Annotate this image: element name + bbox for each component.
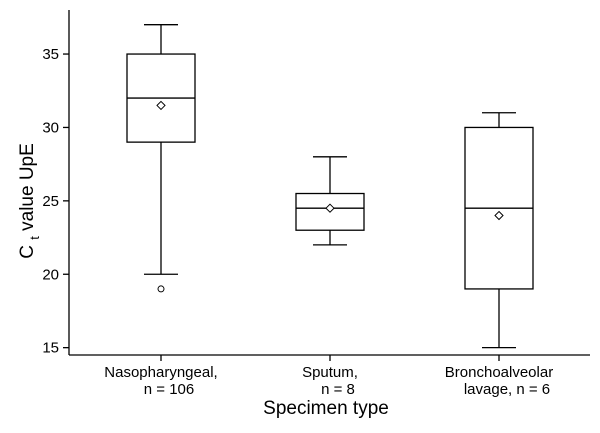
y-axis-label-main: C (17, 245, 38, 259)
x-tick-label: Nasopharyngeal, (104, 364, 217, 381)
y-axis-label: C t value UpE (17, 143, 44, 259)
y-tick-label: 30 (42, 119, 59, 136)
y-axis-label-subscript: t (27, 236, 42, 240)
x-tick-label: lavage, n = 6 (464, 381, 550, 398)
x-tick-label: Sputum, (302, 364, 358, 381)
y-tick-label: 25 (42, 193, 59, 210)
outlier-point (157, 285, 165, 293)
x-tick-label: Bronchoalveolar (445, 364, 553, 381)
x-tick-label: n = 8 (321, 381, 355, 398)
plot-area: 15 20 25 30 35 Nasopharyngeal,n = 106 Sputum,n… (42, 10, 590, 398)
box-iqr (295, 192, 365, 231)
y-tick-label: 20 (42, 266, 59, 283)
y-tick-label: 15 (42, 340, 59, 357)
y-tick-label: 35 (42, 46, 59, 63)
mean-marker (156, 100, 166, 111)
x-axis-label: Specimen type (263, 398, 389, 419)
mean-marker (494, 210, 504, 221)
y-axis-label-rest: value UpE (17, 143, 38, 231)
x-tick-label: n = 106 (144, 381, 194, 398)
mean-marker (325, 203, 335, 213)
